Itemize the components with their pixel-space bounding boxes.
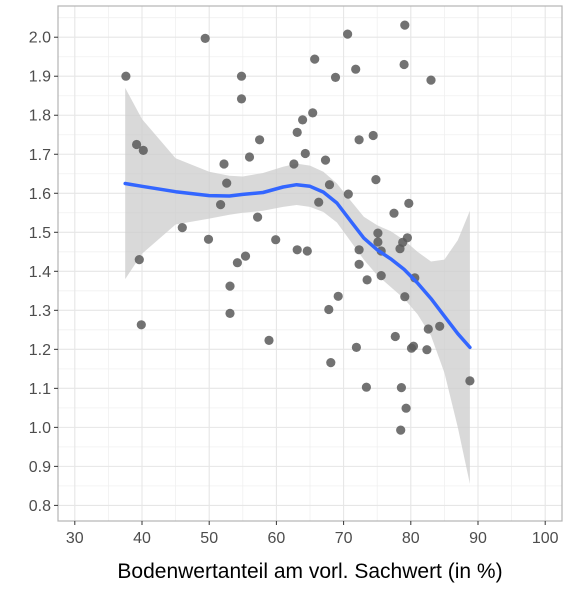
data-point (203, 234, 214, 244)
data-point (371, 175, 381, 185)
data-point (373, 228, 383, 238)
data-point (216, 200, 226, 210)
data-point (302, 246, 312, 256)
data-point (324, 304, 334, 315)
data-point (400, 292, 410, 302)
data-point (244, 152, 255, 162)
y-tick-label: 0.8 (29, 498, 51, 515)
data-point (300, 148, 310, 159)
data-point (361, 382, 371, 392)
data-point (200, 33, 210, 44)
data-point (225, 281, 235, 291)
data-point (232, 258, 242, 268)
data-point (465, 376, 475, 386)
y-tick-label: 0.9 (29, 459, 51, 476)
data-point (426, 75, 436, 85)
data-point (354, 259, 364, 269)
data-point (399, 59, 409, 70)
data-point (408, 341, 419, 351)
x-tick-label: 80 (402, 530, 420, 547)
y-axis-ticks: 0.8 0.9 1.0 1.1 1.2 1.3 1.4 1.5 1.6 1.7 1.8 1.9 2.0 (29, 30, 58, 515)
data-point (396, 425, 406, 435)
data-point (320, 155, 331, 165)
x-tick-label: 50 (200, 530, 218, 547)
y-tick-label: 1.0 (29, 420, 51, 437)
y-tick-label: 1.7 (29, 147, 51, 164)
data-point (333, 291, 343, 301)
data-point (422, 345, 432, 355)
data-point (351, 64, 361, 74)
data-point (390, 331, 400, 342)
data-point (368, 130, 378, 141)
data-point (264, 335, 274, 345)
data-point (376, 271, 386, 281)
data-point (236, 71, 247, 81)
confidence-band (125, 87, 470, 484)
data-point (396, 383, 406, 393)
data-point (289, 159, 299, 169)
data-point (351, 342, 361, 352)
data-point (138, 145, 148, 155)
data-point (314, 197, 324, 207)
x-tick-label: 90 (469, 530, 487, 547)
data-point (362, 275, 372, 285)
x-tick-label: 30 (66, 530, 84, 547)
data-point (240, 251, 251, 261)
y-tick-label: 1.3 (29, 303, 51, 320)
y-tick-label: 1.8 (29, 108, 51, 125)
y-tick-label: 1.4 (29, 264, 51, 281)
data-point (324, 180, 335, 190)
smooth-line (123, 181, 472, 350)
data-point (423, 324, 433, 334)
y-tick-label: 1.2 (29, 342, 51, 359)
data-point (292, 245, 302, 255)
data-point (435, 321, 445, 331)
data-point (373, 237, 383, 247)
data-point (404, 198, 414, 208)
data-point (330, 72, 341, 82)
data-point (219, 159, 229, 169)
data-point (401, 403, 411, 413)
data-point (225, 308, 235, 318)
data-point (326, 358, 336, 368)
data-point (134, 255, 144, 265)
data-point (310, 54, 320, 64)
grid-major (58, 6, 562, 521)
x-tick-label: 100 (532, 530, 559, 547)
data-point (402, 233, 412, 243)
data-point (354, 135, 364, 145)
data-point (400, 20, 410, 30)
data-point (292, 127, 302, 137)
data-points (121, 20, 475, 435)
x-axis-title: Bodenwertanteil am vorl. Sachwert (in %) (117, 560, 502, 583)
data-point (354, 245, 364, 255)
data-point (236, 94, 247, 104)
x-tick-label: 60 (268, 530, 286, 547)
y-tick-label: 1.9 (29, 69, 51, 86)
data-point (253, 212, 263, 222)
x-axis-ticks: 30 40 50 60 70 80 90 100 (66, 521, 559, 547)
y-tick-label: 2.0 (29, 30, 51, 47)
y-tick-label: 1.5 (29, 225, 51, 242)
data-point (121, 71, 131, 81)
data-point (255, 135, 265, 145)
y-tick-label: 1.6 (29, 186, 51, 203)
data-point (222, 178, 232, 188)
plot-border (57, 5, 563, 522)
x-tick-label: 70 (335, 530, 353, 547)
data-point (136, 320, 146, 330)
data-point (343, 29, 353, 39)
data-point (132, 139, 142, 150)
x-tick-label: 40 (133, 530, 151, 547)
data-point (298, 115, 308, 125)
data-point (343, 189, 353, 199)
data-point (177, 223, 187, 233)
data-point (271, 235, 281, 245)
data-point (308, 108, 318, 118)
data-point (389, 208, 399, 218)
y-tick-label: 1.1 (29, 381, 51, 398)
